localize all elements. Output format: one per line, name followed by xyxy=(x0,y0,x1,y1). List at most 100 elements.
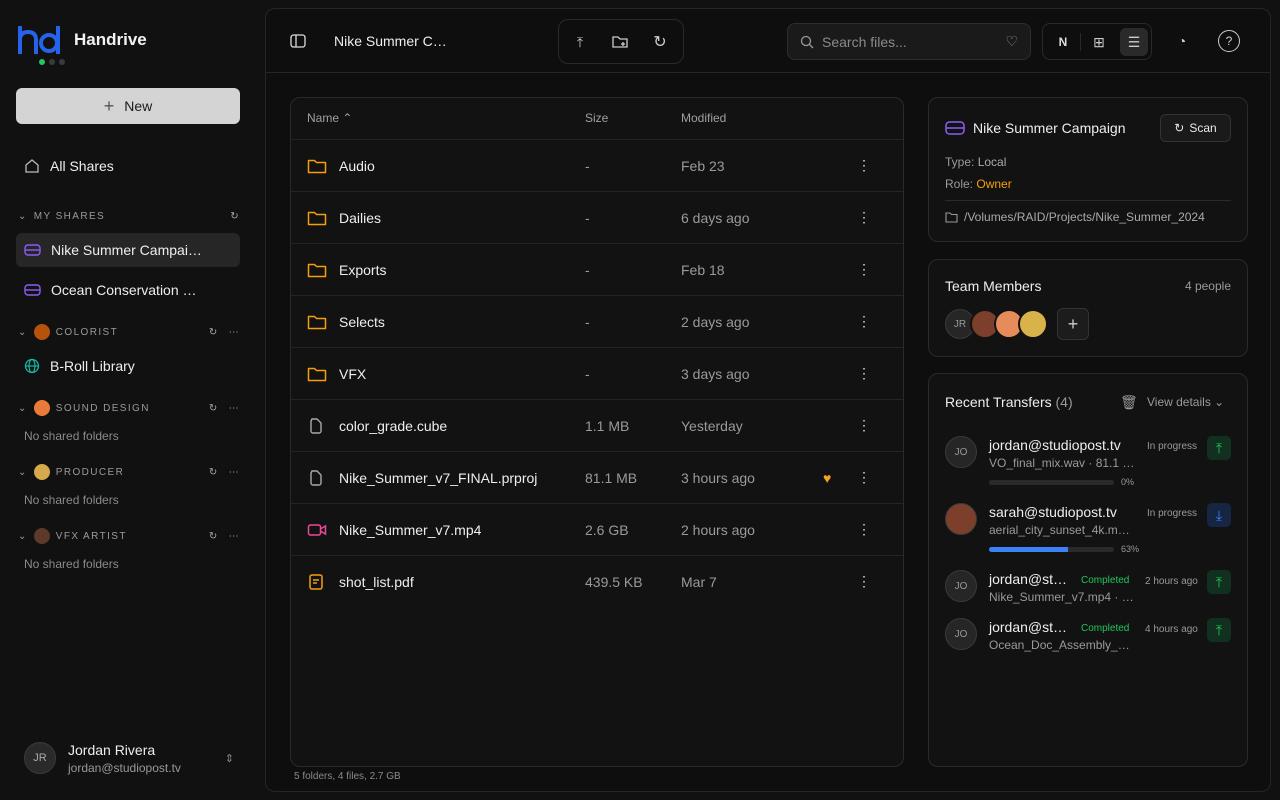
transfer-item[interactable]: JO jordan@st… Nike_Summer_v7.mp4 · … Comp… xyxy=(945,570,1231,618)
search-icon xyxy=(800,35,814,48)
scan-button[interactable]: ↻ Scan xyxy=(1160,114,1231,142)
more-icon[interactable]: ⋮ xyxy=(857,521,871,537)
file-icon xyxy=(307,417,325,435)
status-dot xyxy=(39,59,45,65)
more-icon[interactable]: ⋮ xyxy=(857,469,871,485)
heart-icon[interactable]: ♡ xyxy=(1005,33,1018,49)
refresh-icon[interactable]: ↻ xyxy=(653,34,667,51)
section-vfx-artist[interactable]: ⌄ VFX ARTIST ↻ ⋯ xyxy=(18,528,240,544)
file-size: - xyxy=(585,157,590,174)
file-modified: 3 days ago xyxy=(681,365,750,382)
refresh-icon[interactable]: ↻ xyxy=(208,326,219,338)
upload-icon[interactable]: ⤒ xyxy=(1207,618,1231,642)
section-producer[interactable]: ⌄ PRODUCER ↻ ⋯ xyxy=(18,464,240,480)
more-icon[interactable]: ⋮ xyxy=(857,573,871,589)
sidebar-item-ocean-conservation[interactable]: Ocean Conservation … xyxy=(16,273,240,307)
column-header-size[interactable]: Size xyxy=(585,111,609,125)
progress-bar xyxy=(989,547,1114,552)
table-row[interactable]: Exports - Feb 18 ⋮ xyxy=(291,243,903,295)
team-avatar[interactable] xyxy=(1018,309,1048,339)
transfer-item[interactable]: sarah@studiopost.tv aerial_city_sunset_4… xyxy=(945,503,1231,554)
user-menu[interactable]: JR Jordan Rivera jordan@studiopost.tv ⇕ xyxy=(16,734,244,782)
more-icon[interactable]: ⋯ xyxy=(228,530,240,542)
section-sound-design[interactable]: ⌄ SOUND DESIGN ↻ ⋯ xyxy=(18,400,240,416)
refresh-icon[interactable]: ↻ xyxy=(230,210,240,222)
table-row[interactable]: VFX - 3 days ago ⋮ xyxy=(291,347,903,399)
table-row[interactable]: Nike_Summer_v7_FINAL.prproj 81.1 MB 3 ho… xyxy=(291,451,903,503)
status-dot xyxy=(49,59,55,65)
file-size: 439.5 KB xyxy=(585,573,643,590)
sidebar-toggle-icon[interactable] xyxy=(288,32,308,50)
new-button[interactable]: + New xyxy=(16,88,240,124)
more-icon[interactable]: ⋮ xyxy=(857,313,871,329)
transfer-file: Nike_Summer_v7.mp4 · … xyxy=(989,590,1134,604)
transfer-item[interactable]: JO jordan@studiopost.tv VO_final_mix.wav… xyxy=(945,436,1231,487)
refresh-icon[interactable]: ↻ xyxy=(208,466,219,478)
column-header-name[interactable]: Name ⌃ xyxy=(307,111,353,125)
refresh-icon[interactable]: ↻ xyxy=(208,402,219,414)
type-label: Type: xyxy=(945,155,975,169)
action-group: ⤒ ↻ xyxy=(558,19,684,64)
heart-icon[interactable]: ♥ xyxy=(823,469,832,486)
table-row[interactable]: Nike_Summer_v7.mp4 2.6 GB 2 hours ago ⋮ xyxy=(291,503,903,555)
grid-view-icon[interactable]: ⊞ xyxy=(1093,33,1105,50)
trash-icon[interactable]: 🗑 xyxy=(1120,394,1138,410)
help-icon[interactable]: ? xyxy=(1218,30,1240,52)
table-row[interactable]: Dailies - 6 days ago ⋮ xyxy=(291,191,903,243)
section-colorist[interactable]: ⌄ COLORIST ↻ ⋯ xyxy=(18,324,240,340)
file-size: 81.1 MB xyxy=(585,469,638,486)
avatar xyxy=(33,528,50,544)
more-icon[interactable]: ⋮ xyxy=(857,365,871,381)
chevron-down-icon: ⌄ xyxy=(18,466,28,478)
new-folder-icon[interactable] xyxy=(609,31,631,53)
progress-bar xyxy=(989,480,1114,485)
file-modified: 2 hours ago xyxy=(681,521,755,538)
pdf-icon xyxy=(307,573,325,591)
more-icon[interactable]: ⋮ xyxy=(857,417,871,433)
table-row[interactable]: Audio - Feb 23 ⋮ xyxy=(291,139,903,191)
sidebar-item-nike-summer[interactable]: Nike Summer Campai… xyxy=(16,233,240,267)
sort-asc-icon: ⌃ xyxy=(342,111,353,125)
table-row[interactable]: shot_list.pdf 439.5 KB Mar 7 ⋮ xyxy=(291,555,903,607)
more-icon[interactable]: ⋮ xyxy=(857,209,871,225)
drive-icon xyxy=(945,121,965,135)
role-value: Owner xyxy=(976,177,1012,191)
table-row[interactable]: color_grade.cube 1.1 MB Yesterday ⋮ xyxy=(291,399,903,451)
sidebar-item-b-roll-library[interactable]: B-Roll Library xyxy=(16,349,240,383)
refresh-icon[interactable]: ↻ xyxy=(208,530,219,542)
more-icon[interactable]: ⋮ xyxy=(857,157,871,173)
file-size: - xyxy=(585,261,590,278)
upload-icon[interactable]: ⤒ xyxy=(576,33,584,50)
sort-name-button[interactable]: N xyxy=(1058,35,1068,49)
type-value: Local xyxy=(977,155,1007,169)
avatar: JO xyxy=(945,618,977,650)
folder-icon xyxy=(307,210,327,226)
search-input[interactable]: Search files... ♡ xyxy=(787,23,1031,60)
upload-icon[interactable]: ⤒ xyxy=(1207,436,1231,460)
file-name: color_grade.cube xyxy=(339,417,448,434)
home-icon xyxy=(25,159,39,173)
file-icon xyxy=(307,469,325,487)
more-icon[interactable]: ⋮ xyxy=(857,261,871,277)
more-icon[interactable]: ⋯ xyxy=(228,402,240,414)
sidebar-item-all-shares[interactable]: All Shares xyxy=(16,149,240,183)
theme-icon[interactable]: ◔ xyxy=(1177,33,1187,49)
list-view-icon[interactable]: ☰ xyxy=(1120,28,1148,56)
section-my-shares[interactable]: ⌄ MY SHARES ↻ xyxy=(18,210,240,222)
drive-icon xyxy=(24,284,41,296)
transfer-item[interactable]: JO jordan@st… Ocean_Doc_Assembly_… Comple… xyxy=(945,618,1231,666)
file-name: Selects xyxy=(339,313,385,330)
share-title: Nike Summer Campaign xyxy=(973,120,1126,136)
transfer-status: Completed xyxy=(1081,623,1130,634)
upload-icon[interactable]: ⤒ xyxy=(1207,570,1231,594)
more-icon[interactable]: ⋯ xyxy=(228,466,240,478)
download-icon[interactable]: ⤓ xyxy=(1207,503,1231,527)
add-member-button[interactable]: + xyxy=(1057,308,1089,340)
globe-icon xyxy=(24,358,40,374)
table-row[interactable]: Selects - 2 days ago ⋮ xyxy=(291,295,903,347)
column-header-modified[interactable]: Modified xyxy=(681,111,727,125)
file-size: - xyxy=(585,209,590,226)
divider xyxy=(1080,33,1081,51)
view-details-button[interactable]: View details ⌄ xyxy=(1147,395,1225,409)
more-icon[interactable]: ⋯ xyxy=(228,326,240,338)
